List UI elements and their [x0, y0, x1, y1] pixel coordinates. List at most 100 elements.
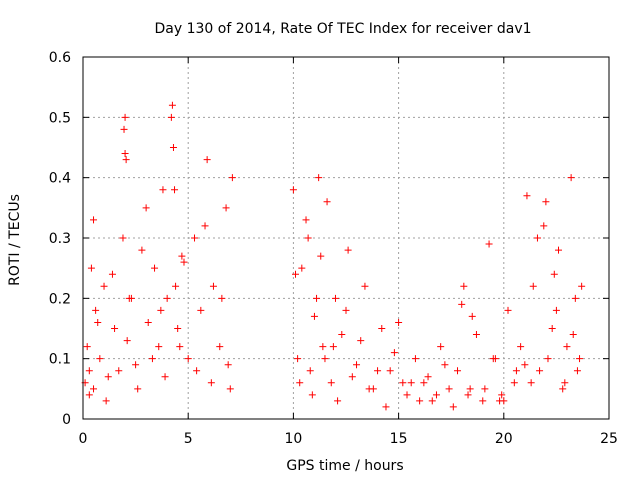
data-point	[148, 355, 156, 363]
data-point	[226, 385, 234, 393]
data-point	[104, 373, 112, 381]
data-point	[365, 385, 373, 393]
x-tick-label: 0	[79, 431, 88, 447]
data-point	[172, 282, 180, 290]
data-point	[571, 294, 579, 302]
data-point	[437, 343, 445, 351]
y-tick-label: 0.3	[49, 231, 71, 247]
data-point	[292, 270, 300, 278]
chart-title: Day 130 of 2014, Rate Of TEC Index for r…	[154, 21, 531, 37]
data-point	[168, 101, 176, 109]
plot-frame	[82, 56, 610, 420]
data-point	[155, 343, 163, 351]
data-point	[201, 222, 209, 230]
data-point	[296, 379, 304, 387]
data-point	[374, 367, 382, 375]
data-point	[94, 318, 102, 326]
data-point	[563, 343, 571, 351]
data-point	[468, 312, 476, 320]
data-point	[85, 367, 93, 375]
data-point	[310, 312, 318, 320]
data-point	[90, 216, 98, 224]
data-point	[344, 246, 352, 254]
data-point	[169, 144, 177, 151]
data-point	[96, 355, 104, 363]
data-point	[138, 246, 146, 254]
x-tick-label: 25	[600, 431, 618, 447]
data-point	[321, 355, 329, 363]
data-point	[163, 294, 171, 302]
data-point	[323, 198, 331, 206]
data-point	[458, 300, 466, 308]
data-point	[357, 337, 365, 345]
data-point	[536, 367, 544, 375]
data-point	[555, 246, 563, 254]
data-point	[378, 325, 386, 332]
data-point	[329, 343, 337, 351]
data-point	[216, 343, 224, 351]
data-point	[540, 222, 548, 230]
data-point	[120, 125, 128, 133]
data-point	[319, 343, 327, 351]
y-tick-label: 0.1	[49, 352, 71, 368]
y-axis-label: ROTI / TECUs	[7, 194, 23, 286]
data-point	[313, 294, 321, 302]
data-point	[111, 325, 119, 332]
data-point	[466, 385, 474, 393]
data-point	[298, 264, 306, 272]
data-point	[121, 150, 129, 158]
data-point	[500, 397, 508, 405]
data-point	[159, 186, 167, 194]
data-point	[399, 379, 407, 387]
data-points	[81, 101, 586, 411]
data-point	[523, 192, 531, 200]
data-point	[481, 385, 489, 393]
data-point	[193, 367, 201, 375]
data-point	[334, 397, 342, 405]
data-point	[460, 282, 468, 290]
data-point	[504, 306, 512, 314]
data-point	[308, 391, 316, 399]
data-point	[542, 198, 550, 206]
data-point	[92, 306, 100, 314]
data-point	[178, 252, 186, 260]
data-point	[191, 234, 199, 242]
data-point	[498, 391, 506, 399]
data-point	[485, 240, 493, 248]
data-point	[342, 306, 350, 314]
data-point	[403, 391, 411, 399]
data-point	[100, 282, 108, 290]
data-point	[411, 355, 419, 363]
grid-lines	[83, 57, 609, 419]
data-point	[395, 318, 403, 326]
data-point	[123, 337, 131, 345]
data-point	[115, 367, 123, 375]
data-point	[122, 156, 130, 164]
data-point	[203, 156, 211, 164]
data-point	[533, 234, 541, 242]
data-point	[517, 343, 525, 351]
data-point	[432, 391, 440, 399]
data-point	[445, 385, 453, 393]
x-axis-label: GPS time / hours	[286, 458, 403, 474]
data-point	[454, 367, 462, 375]
data-point	[353, 361, 361, 369]
data-point	[302, 216, 310, 224]
data-point	[527, 379, 535, 387]
data-point	[125, 294, 133, 302]
data-point	[576, 355, 584, 363]
data-point	[441, 361, 449, 369]
tick-labels: 0 5 10 15 20 25 0 0.1 0.2 0.3 0.4 0.5 0.6	[49, 50, 618, 447]
data-point	[306, 367, 314, 375]
data-point	[578, 282, 586, 290]
data-point	[348, 373, 356, 381]
y-tick-label: 0.6	[49, 50, 71, 66]
data-point	[552, 306, 560, 314]
data-point	[228, 174, 236, 182]
data-point	[559, 385, 567, 393]
data-point	[85, 391, 93, 399]
data-point	[102, 397, 110, 405]
y-tick-label: 0.4	[49, 171, 71, 187]
data-point	[315, 174, 323, 182]
data-point	[174, 325, 182, 332]
